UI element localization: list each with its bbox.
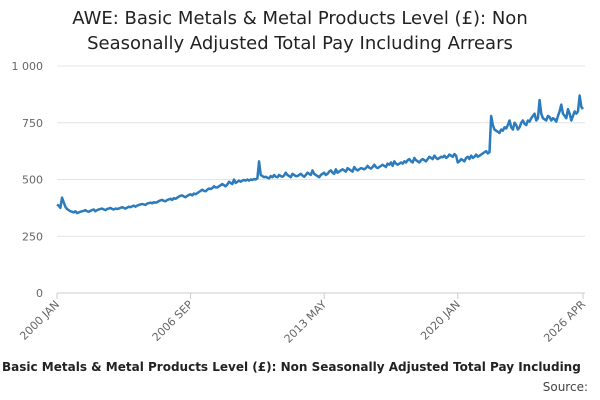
chart-title: AWE: Basic Metals & Metal Products Level… bbox=[72, 8, 528, 54]
y-tick-label: 750 bbox=[22, 117, 43, 130]
source: Source: bbox=[542, 380, 588, 394]
x-tick-label: 2026 APR bbox=[541, 298, 588, 345]
y-tick-label: 250 bbox=[22, 230, 43, 243]
y-tick-label: 1 000 bbox=[12, 60, 44, 73]
data-line bbox=[56, 94, 585, 215]
y-tick-label: 500 bbox=[22, 174, 43, 187]
x-tick-label: 2000 JAN bbox=[17, 298, 62, 343]
x-tick-label: 2020 JAN bbox=[418, 298, 463, 343]
legend-entry: Basic Metals & Metal Products Level (£):… bbox=[2, 360, 581, 374]
x-tick-label: 2013 MAY bbox=[282, 298, 330, 346]
y-tick-label: 0 bbox=[36, 287, 43, 300]
x-tick-label: 2006 SEP bbox=[150, 298, 196, 344]
